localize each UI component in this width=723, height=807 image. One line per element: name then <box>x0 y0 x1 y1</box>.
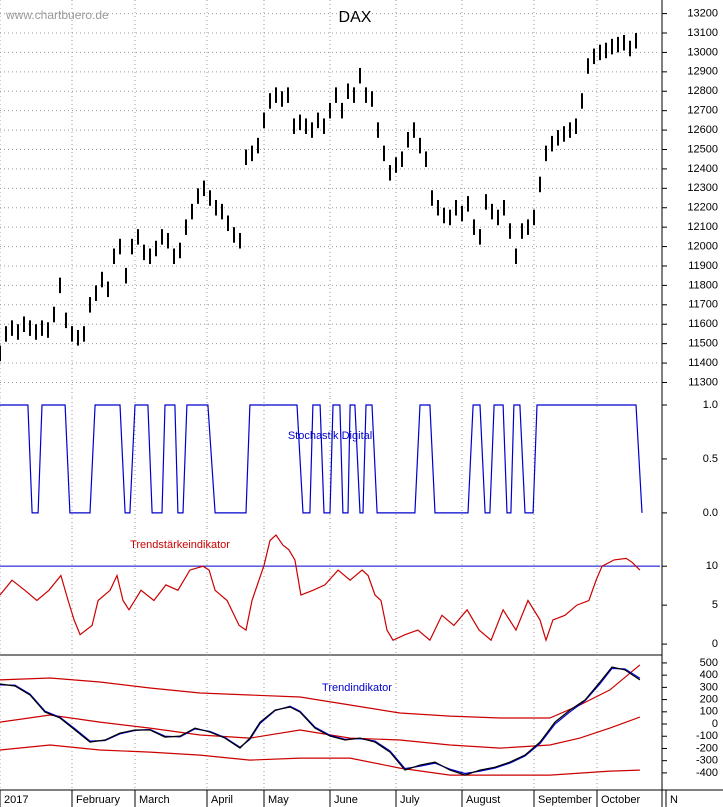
y-tick-label: 12500 <box>687 143 718 155</box>
y-tick-label: 12100 <box>687 221 718 233</box>
y-tick-label: 400 <box>700 669 718 681</box>
y-tick-label: 11500 <box>688 338 718 350</box>
y-tick-label: 5 <box>712 599 718 611</box>
panel-title: DAX <box>339 9 372 26</box>
y-tick-label: 11400 <box>688 357 718 369</box>
y-tick-label: 0.5 <box>703 453 718 465</box>
y-tick-label: 13200 <box>687 7 718 19</box>
y-tick-label: 11900 <box>688 260 718 272</box>
y-tick-label: 0 <box>712 718 718 730</box>
y-tick-label: 12300 <box>687 182 718 194</box>
indicator-line <box>0 664 641 719</box>
indicator-line <box>0 666 641 776</box>
indicator-line <box>0 534 641 643</box>
y-tick-label: 11300 <box>688 376 718 388</box>
x-tick-label: 2017 <box>4 794 28 806</box>
y-tick-label: 13000 <box>687 46 718 58</box>
y-tick-label: 100 <box>700 706 718 718</box>
y-tick-label: 12600 <box>687 124 718 136</box>
y-tick-label: 1.0 <box>703 399 718 411</box>
indicator-line <box>0 404 643 514</box>
y-tick-label: 12000 <box>687 240 718 252</box>
x-tick-label: September <box>538 794 592 806</box>
y-tick-label: 12700 <box>687 105 718 117</box>
x-tick-label: March <box>139 794 170 806</box>
y-tick-label: 500 <box>700 657 718 669</box>
indicator-line <box>0 744 640 776</box>
y-tick-label: -300 <box>696 755 718 767</box>
x-tick-label: February <box>76 794 121 806</box>
panel-title: Trendstärkeindikator <box>130 539 230 551</box>
y-tick-label: -200 <box>696 742 718 754</box>
y-tick-label: 11600 <box>688 318 718 330</box>
panel-title: Stochastik Digital <box>288 430 372 442</box>
y-tick-label: 0 <box>712 638 718 650</box>
y-tick-label: 0.0 <box>703 507 718 519</box>
y-tick-label: -100 <box>696 730 718 742</box>
y-tick-label: 12800 <box>687 85 718 97</box>
y-tick-label: 300 <box>700 681 718 693</box>
panel-title: Trendindikator <box>322 682 392 694</box>
x-tick-label: N <box>670 794 678 806</box>
y-tick-label: 11800 <box>688 279 718 291</box>
y-tick-label: 12400 <box>687 163 718 175</box>
y-tick-label: 12900 <box>687 66 718 78</box>
y-tick-label: 10 <box>706 560 718 572</box>
y-tick-label: 12200 <box>687 202 718 214</box>
source-label: www.chartbuero.de <box>5 8 109 22</box>
x-tick-label: June <box>334 794 358 806</box>
y-tick-label: -400 <box>696 767 718 779</box>
y-tick-label: 13100 <box>687 27 718 39</box>
x-tick-label: April <box>211 794 233 806</box>
x-tick-label: August <box>466 794 500 806</box>
y-tick-label: 200 <box>700 693 718 705</box>
indicator-line <box>0 714 641 749</box>
x-tick-label: July <box>400 794 420 806</box>
y-tick-label: 11700 <box>688 299 718 311</box>
x-tick-label: October <box>601 794 640 806</box>
x-tick-label: May <box>268 794 289 806</box>
